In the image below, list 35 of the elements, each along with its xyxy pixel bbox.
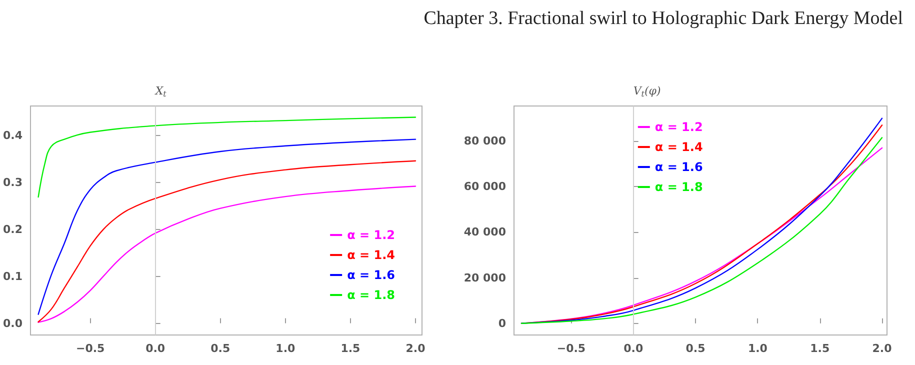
x-tick-label: 2.0: [406, 342, 426, 355]
legend-label: α = 1.8: [347, 288, 396, 302]
x-tick-label: −0.5: [556, 342, 586, 355]
x-tick-label: 0.5: [686, 342, 706, 355]
x-tick-label: 0.0: [624, 342, 644, 355]
x-tick-label: 1.0: [748, 342, 768, 355]
line-series: [38, 186, 416, 323]
x-tick-label: 0.5: [210, 342, 230, 355]
y-tick-label: 0.0: [2, 316, 23, 330]
y-tick-label: 60 000: [464, 180, 506, 194]
legend-label: α = 1.8: [654, 180, 703, 194]
legend-label: α = 1.6: [347, 268, 396, 282]
x-tick-label: −0.5: [76, 342, 105, 355]
x-tick-label: 1.0: [276, 342, 296, 355]
y-tick-label: 0: [498, 316, 506, 330]
legend-label: α = 1.4: [347, 248, 396, 262]
y-tick-label: 0.4: [2, 129, 23, 142]
y-tick-label: 80 000: [464, 134, 506, 148]
legend-label: α = 1.2: [347, 228, 396, 242]
y-tick-label: 0.3: [2, 176, 22, 189]
y-tick-label: 40 000: [464, 226, 506, 239]
y-tick-label: 0.1: [2, 270, 22, 283]
y-tick-label: 0.2: [2, 222, 22, 236]
legend-label: α = 1.2: [654, 120, 703, 134]
line-series: [38, 116, 416, 198]
legend-label: α = 1.6: [654, 160, 703, 174]
x-tick-label: 0.0: [146, 342, 166, 355]
x-tick-label: 2.0: [872, 342, 892, 355]
legend-label: α = 1.4: [654, 140, 703, 154]
text: Chapter 3. Fractional swirl to Holographic Dark Energy Model: [424, 8, 903, 29]
y-tick-label: 20 000: [464, 271, 506, 284]
line-series: [38, 160, 416, 322]
line-series: [38, 138, 416, 315]
x-tick-label: 1.5: [810, 342, 830, 355]
x-tick-label: 1.5: [340, 342, 360, 355]
